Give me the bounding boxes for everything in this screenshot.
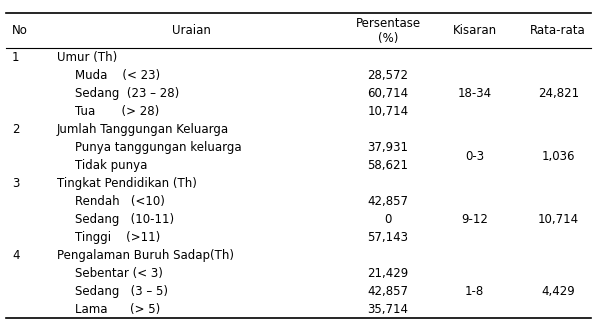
Text: 10,714: 10,714 (538, 213, 578, 226)
Text: Tinggi    (>11): Tinggi (>11) (75, 231, 160, 244)
Text: Muda    (< 23): Muda (< 23) (75, 69, 160, 82)
Text: Tua       (> 28): Tua (> 28) (75, 105, 159, 118)
Text: 24,821: 24,821 (538, 87, 578, 100)
Text: 42,857: 42,857 (368, 285, 408, 298)
Text: Sedang  (23 – 28): Sedang (23 – 28) (75, 87, 179, 100)
Text: Sebentar (< 3): Sebentar (< 3) (75, 267, 162, 280)
Text: Rata-rata: Rata-rata (530, 24, 586, 37)
Text: 0: 0 (384, 213, 392, 226)
Text: 1,036: 1,036 (541, 150, 575, 163)
Text: 9-12: 9-12 (461, 213, 488, 226)
Text: 28,572: 28,572 (368, 69, 408, 82)
Text: Jumlah Tanggungan Keluarga: Jumlah Tanggungan Keluarga (57, 123, 229, 136)
Text: Umur (Th): Umur (Th) (57, 51, 117, 64)
Text: 2: 2 (12, 123, 20, 136)
Text: Rendah   (<10): Rendah (<10) (75, 195, 165, 208)
Text: Tidak punya: Tidak punya (75, 159, 147, 172)
Text: Sedang   (3 – 5): Sedang (3 – 5) (75, 285, 168, 298)
Text: 4,429: 4,429 (541, 285, 575, 298)
Text: 35,714: 35,714 (368, 303, 408, 316)
Text: 10,714: 10,714 (368, 105, 408, 118)
Text: 42,857: 42,857 (368, 195, 408, 208)
Text: Tingkat Pendidikan (Th): Tingkat Pendidikan (Th) (57, 177, 196, 190)
Text: 1: 1 (12, 51, 20, 64)
Text: Punya tanggungan keluarga: Punya tanggungan keluarga (75, 141, 241, 154)
Text: 1-8: 1-8 (465, 285, 484, 298)
Text: Persentase
(%): Persentase (%) (355, 17, 421, 45)
Text: 18-34: 18-34 (457, 87, 492, 100)
Text: No: No (12, 24, 28, 37)
Text: 3: 3 (12, 177, 19, 190)
Text: 37,931: 37,931 (368, 141, 408, 154)
Text: 0-3: 0-3 (465, 150, 484, 163)
Text: Kisaran: Kisaran (453, 24, 497, 37)
Text: Lama      (> 5): Lama (> 5) (75, 303, 160, 316)
Text: 57,143: 57,143 (368, 231, 408, 244)
Text: 21,429: 21,429 (367, 267, 409, 280)
Text: 4: 4 (12, 249, 20, 262)
Text: 58,621: 58,621 (368, 159, 408, 172)
Text: Sedang   (10-11): Sedang (10-11) (75, 213, 174, 226)
Text: Uraian: Uraian (171, 24, 211, 37)
Text: 60,714: 60,714 (368, 87, 408, 100)
Text: Pengalaman Buruh Sadap(Th): Pengalaman Buruh Sadap(Th) (57, 249, 233, 262)
